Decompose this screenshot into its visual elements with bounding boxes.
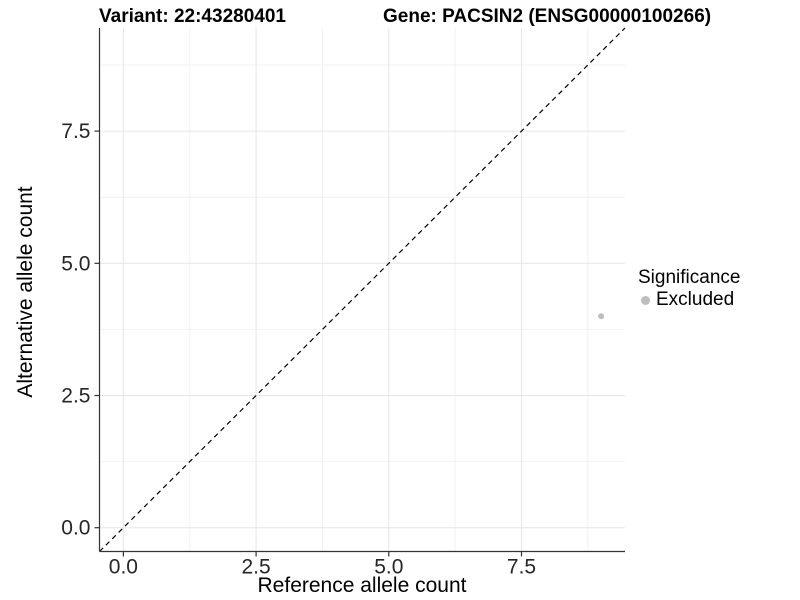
legend: Significance Excluded <box>638 266 740 311</box>
excluded-point-icon <box>641 295 650 305</box>
y-tick-label: 7.5 <box>61 120 90 143</box>
x-tick-label: 0.0 <box>109 556 138 579</box>
identity-dashed-line <box>99 27 626 552</box>
x-tick-label: 7.5 <box>507 556 536 579</box>
variant-title: Variant: 22:43280401 <box>99 6 286 27</box>
x-axis-title: Reference allele count <box>257 574 467 597</box>
legend-title: Significance <box>638 267 741 288</box>
x-tick-label: 5.0 <box>374 556 403 579</box>
x-tick-label: 2.5 <box>241 556 270 579</box>
y-tick-label: 2.5 <box>61 385 90 408</box>
y-tick-label: 0.0 <box>61 517 90 540</box>
legend-item-label: Excluded <box>656 289 735 310</box>
y-tick-label: 5.0 <box>61 252 90 275</box>
legend-item-excluded: Excluded <box>638 289 740 311</box>
gene-title: Gene: PACSIN2 (ENSG00000100266) <box>383 6 712 27</box>
data-point <box>598 313 605 320</box>
y-axis-title: Alternative allele count <box>14 186 37 398</box>
